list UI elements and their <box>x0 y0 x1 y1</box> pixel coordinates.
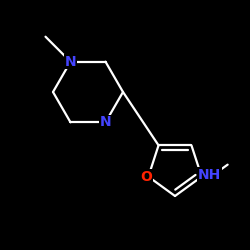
Text: N: N <box>100 115 111 129</box>
Text: O: O <box>140 170 152 184</box>
Text: NH: NH <box>198 168 221 182</box>
Text: N: N <box>65 55 76 69</box>
